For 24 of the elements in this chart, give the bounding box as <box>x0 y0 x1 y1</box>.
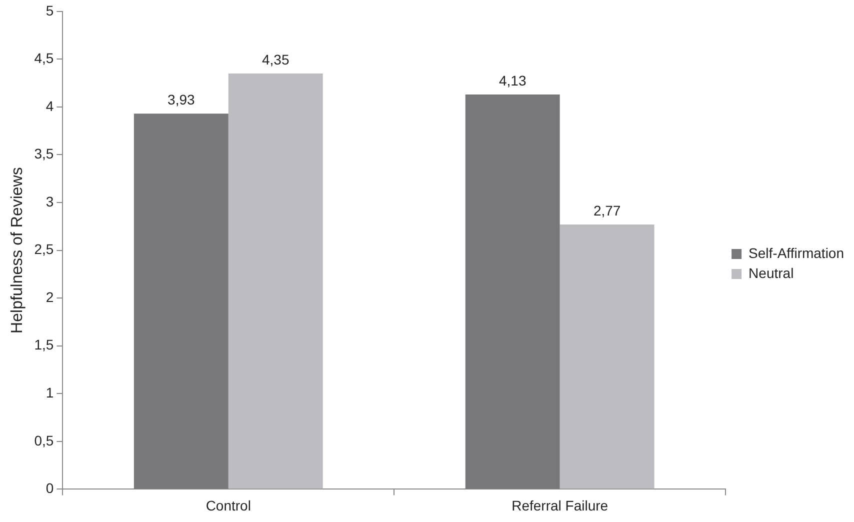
y-tick-label: 3,5 <box>34 146 54 162</box>
x-tick-label: Referral Failure <box>512 497 608 514</box>
data-label: 3,93 <box>168 92 195 108</box>
legend-label: Self-Affirmation <box>748 244 844 261</box>
x-tick-label: Control <box>206 497 251 514</box>
y-tick-label: 4,5 <box>34 50 54 66</box>
bar <box>228 74 323 489</box>
data-label: 2,77 <box>593 202 621 218</box>
bar <box>465 94 560 489</box>
data-label: 4,13 <box>498 72 526 88</box>
data-label: 4,35 <box>262 51 290 68</box>
y-tick-label: 2 <box>46 288 54 305</box>
legend-label: Neutral <box>748 264 794 281</box>
y-tick-label: 2,5 <box>34 241 54 258</box>
bar <box>134 114 228 489</box>
y-axis-title: Helpfulness of Reviews <box>9 167 26 334</box>
y-tick-label: 1 <box>46 384 54 400</box>
y-tick-label: 5 <box>46 2 54 18</box>
y-tick-label: 3 <box>46 193 54 210</box>
bar <box>560 224 654 489</box>
y-tick-label: 1,5 <box>34 336 54 353</box>
y-tick-label: 0 <box>46 480 54 496</box>
y-tick-label: 4 <box>46 98 54 114</box>
y-tick-label: 0,5 <box>34 432 54 448</box>
